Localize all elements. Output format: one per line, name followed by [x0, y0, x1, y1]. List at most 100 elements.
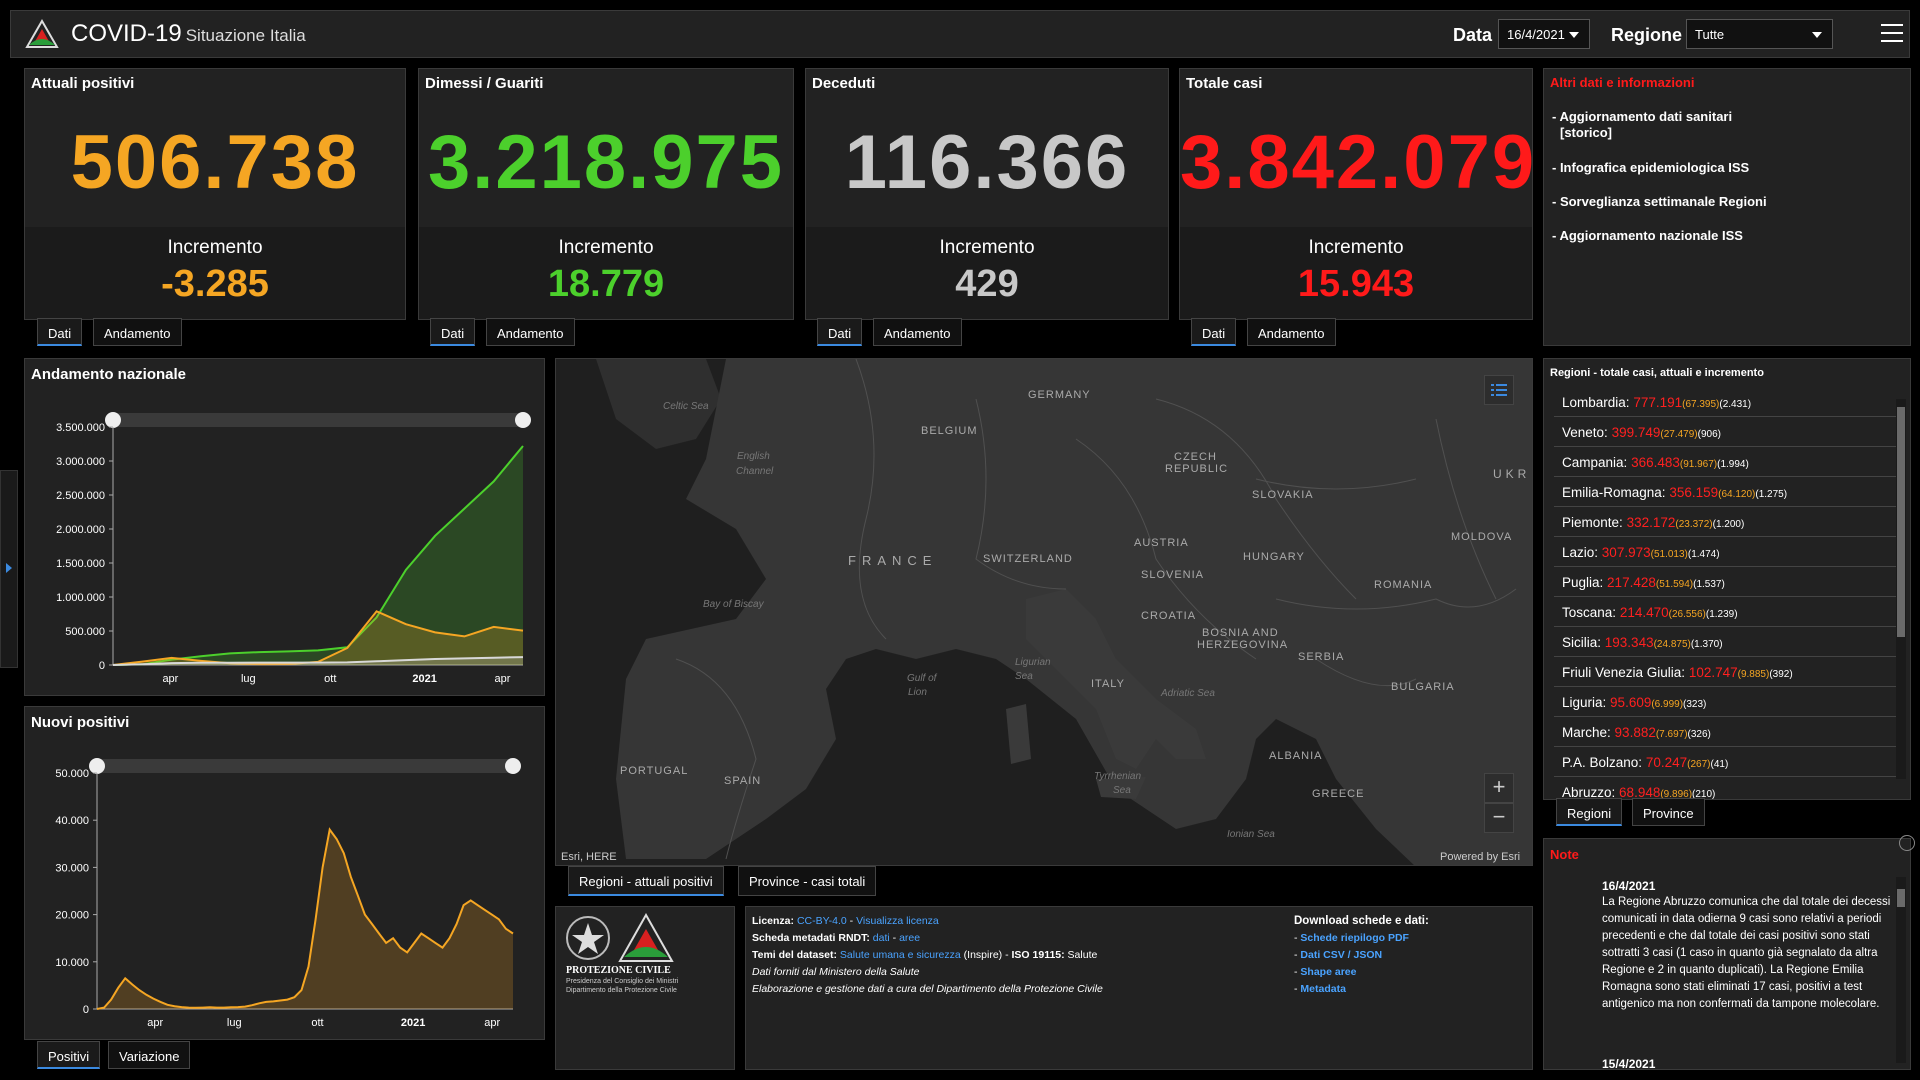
note-text: La Regione Abruzzo comunica che dal tota… — [1602, 896, 1891, 1010]
separator: - — [846, 915, 857, 927]
link-schede-pdf[interactable]: Schede riepilogo PDF — [1300, 932, 1409, 944]
map-label-croatia: CROATIA — [1141, 610, 1197, 622]
map-label-tyrrhenian: Tyrrhenian — [1094, 771, 1142, 782]
tab-regioni-attuali-positivi[interactable]: Regioni - attuali positivi — [568, 866, 724, 896]
y-tick-label: 0 — [83, 1004, 89, 1016]
region-row[interactable]: Veneto: 399.749(27.479)(906) — [1554, 417, 1898, 447]
region-active: (9.885) — [1737, 669, 1770, 680]
notes-scrollbar-thumb[interactable] — [1897, 889, 1905, 907]
region-total: 399.749 — [1611, 425, 1661, 440]
region-name: Friuli Venezia Giulia: — [1562, 665, 1686, 680]
tab-dati[interactable]: Dati — [1191, 318, 1237, 346]
link-dati-csv-json[interactable]: Dati CSV / JSON — [1300, 949, 1383, 961]
temi-label: Temi del dataset: — [752, 949, 837, 961]
region-increment: (906) — [1697, 429, 1721, 440]
y-tick-label: 1.000.000 — [56, 592, 105, 604]
tab-province[interactable]: Province — [1632, 798, 1705, 826]
hamburger-menu-icon[interactable] — [1881, 24, 1903, 44]
region-row[interactable]: Liguria: 95.609(6.999)(323) — [1554, 687, 1898, 717]
region-row[interactable]: Lombardia: 777.191(67.395)(2.431) — [1554, 387, 1898, 417]
region-row[interactable]: Abruzzo: 68.948(9.896)(210) — [1554, 777, 1898, 800]
notes-title: Note — [1550, 847, 1579, 862]
tab-variazione[interactable]: Variazione — [108, 1041, 191, 1069]
x-tick-label: ott — [311, 1017, 323, 1029]
region-row[interactable]: Piemonte: 332.172(23.372)(1.200) — [1554, 507, 1898, 537]
region-increment: (1.474) — [1687, 549, 1720, 560]
date-select[interactable]: 16/4/2021 — [1498, 19, 1590, 49]
zoom-in-icon[interactable]: + — [1484, 773, 1514, 803]
y-tick-label: 2.500.000 — [56, 490, 105, 502]
map-label-albania: ALBANIA — [1269, 750, 1323, 762]
legend-list-icon[interactable] — [1484, 375, 1514, 405]
map-label-tyrrhenian-sea: Sea — [1113, 785, 1131, 796]
region-row[interactable]: Emilia-Romagna: 356.159(64.120)(1.275) — [1554, 477, 1898, 507]
notes-panel: Note 16/4/2021 La Regione Abruzzo comuni… — [1543, 838, 1911, 1070]
range-slider-handle-left[interactable] — [105, 412, 121, 428]
y-tick-label: 500.000 — [65, 626, 105, 638]
temi-iso-label: ISO 19115: — [1011, 949, 1065, 961]
scrollbar-thumb[interactable] — [1897, 407, 1905, 637]
tab-dati[interactable]: Dati — [817, 318, 863, 346]
region-row[interactable]: Puglia: 217.428(51.594)(1.537) — [1554, 567, 1898, 597]
link-aree[interactable]: aree — [899, 932, 921, 944]
range-slider-handle-right[interactable] — [505, 758, 521, 774]
kpi-increment-box: Incremento 429 — [806, 227, 1168, 319]
link-salute-umana[interactable]: Salute umana e sicurezza — [839, 949, 961, 961]
kpi-value: 3.842.079 — [1180, 120, 1537, 205]
expand-icon[interactable] — [1899, 835, 1915, 851]
region-increment: (392) — [1769, 669, 1793, 680]
region-select[interactable]: Tutte — [1686, 19, 1833, 49]
europe-map-canvas[interactable] — [556, 359, 1533, 866]
map-panel[interactable]: GERMANY BELGIUM CZECH REPUBLIC SLOVAKIA … — [555, 358, 1533, 866]
map-powered-by: Powered by Esri — [1440, 851, 1521, 863]
region-name: Marche: — [1562, 725, 1611, 740]
tab-positivi[interactable]: Positivi — [37, 1041, 101, 1069]
region-row[interactable]: Campania: 366.483(91.967)(1.994) — [1554, 447, 1898, 477]
tab-andamento[interactable]: Andamento — [873, 318, 962, 346]
region-active: (91.967) — [1679, 459, 1718, 470]
link-aggiornamento-dati-sanitari[interactable]: - Aggiornamento dati sanitari — [1552, 109, 1733, 124]
notes-scrollbar-track[interactable] — [1896, 877, 1906, 1063]
region-row[interactable]: Lazio: 307.973(51.013)(1.474) — [1554, 537, 1898, 567]
x-tick-label: apr — [162, 673, 178, 685]
region-row[interactable]: Marche: 93.882(7.697)(326) — [1554, 717, 1898, 747]
tab-province-casi-totali[interactable]: Province - casi totali — [738, 866, 877, 896]
range-slider-track[interactable] — [97, 759, 513, 773]
tab-andamento[interactable]: Andamento — [486, 318, 575, 346]
chart-panel-nuovi-positivi: Nuovi positivi 50.000 40.000 30.000 20.000 1… — [24, 706, 545, 1040]
tab-dati[interactable]: Dati — [430, 318, 476, 346]
tab-andamento[interactable]: Andamento — [1247, 318, 1336, 346]
region-name: Lombardia: — [1562, 395, 1630, 410]
range-slider-handle-left[interactable] — [89, 758, 105, 774]
region-total: 356.159 — [1669, 485, 1719, 500]
region-row[interactable]: P.A. Bolzano: 70.247(267)(41) — [1554, 747, 1898, 777]
link-sorveglianza-regioni[interactable]: - Sorveglianza settimanale Regioni — [1552, 194, 1767, 209]
region-row[interactable]: Friuli Venezia Giulia: 102.747(9.885)(39… — [1554, 657, 1898, 687]
link-storico[interactable]: [storico] — [1560, 125, 1612, 140]
link-shape-aree[interactable]: Shape aree — [1300, 966, 1357, 978]
andamento-nazionale-chart[interactable]: 3.500.000 3.000.000 2.500.000 2.000.000 1.50… — [25, 359, 546, 697]
region-total: 68.948 — [1619, 785, 1661, 800]
tab-andamento[interactable]: Andamento — [93, 318, 182, 346]
map-label-switzerland: SWITZERLAND — [983, 553, 1073, 565]
link-infografica-iss[interactable]: - Infografica epidemiologica ISS — [1552, 160, 1750, 175]
tab-dati[interactable]: Dati — [37, 318, 83, 346]
side-panel-toggle[interactable] — [0, 470, 18, 668]
nuovi-positivi-chart[interactable]: 50.000 40.000 30.000 20.000 10.000 0 apr lug ott… — [25, 707, 546, 1041]
map-label-bosnia: BOSNIA AND — [1202, 627, 1279, 639]
link-aggiornamento-nazionale-iss[interactable]: - Aggiornamento nazionale ISS — [1552, 228, 1743, 243]
range-slider-track[interactable] — [113, 413, 523, 427]
link-metadata[interactable]: Metadata — [1300, 983, 1346, 995]
metadata-panel: Licenza: CC-BY-4.0 - Visualizza licenza … — [745, 906, 1533, 1070]
kpi-increment-value: 429 — [955, 263, 1019, 305]
region-row[interactable]: Toscana: 214.470(26.556)(1.239) — [1554, 597, 1898, 627]
region-total: 102.747 — [1688, 665, 1738, 680]
link-visualizza-licenza[interactable]: Visualizza licenza — [856, 915, 939, 927]
link-cc-by[interactable]: CC-BY-4.0 — [796, 915, 847, 927]
range-slider-handle-right[interactable] — [515, 412, 531, 428]
zoom-out-icon[interactable]: − — [1484, 803, 1514, 833]
tab-regioni[interactable]: Regioni — [1556, 798, 1623, 826]
map-label-slovakia: SLOVAKIA — [1252, 489, 1314, 501]
link-dati[interactable]: dati — [872, 932, 890, 944]
region-row[interactable]: Sicilia: 193.343(24.875)(1.370) — [1554, 627, 1898, 657]
